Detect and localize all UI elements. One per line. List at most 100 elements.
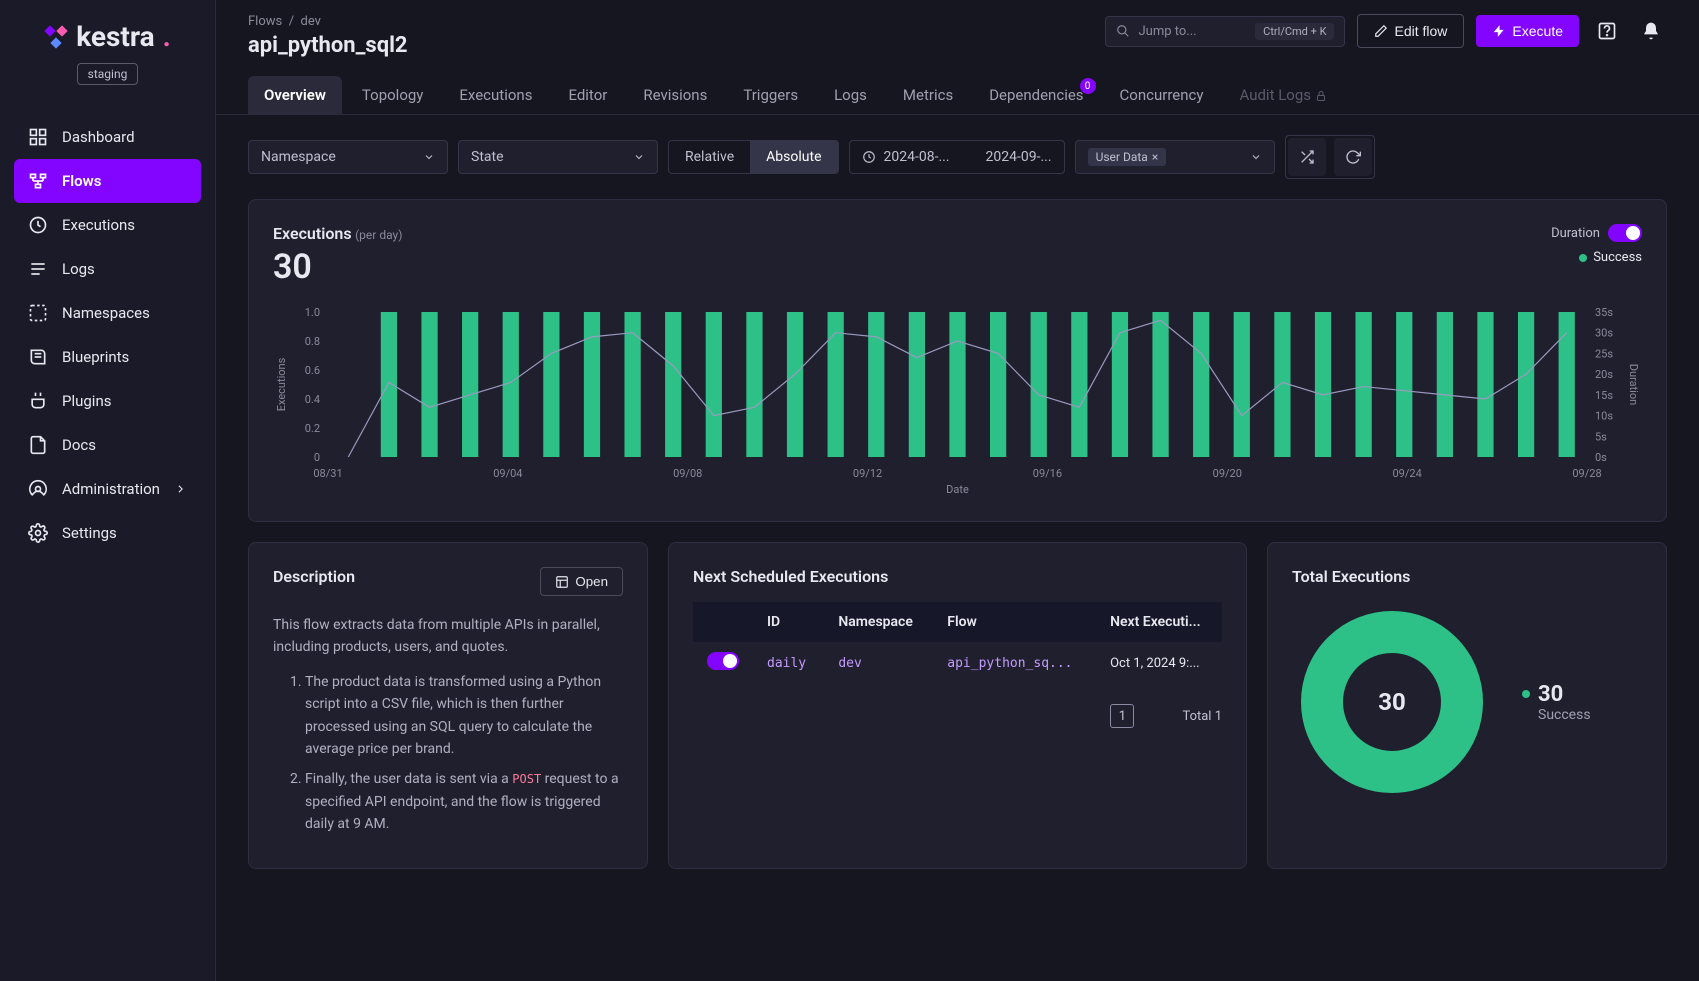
- chevron-down-icon: [633, 151, 645, 163]
- time-mode-toggle: Relative Absolute: [668, 140, 839, 174]
- cell-flow: api_python_sq...: [933, 642, 1096, 684]
- svg-text:20s: 20s: [1595, 368, 1613, 381]
- svg-text:0.6: 0.6: [305, 364, 320, 377]
- legend-dot: [1579, 254, 1587, 262]
- sidebar-item-label: Settings: [62, 524, 117, 542]
- execute-button[interactable]: Execute: [1476, 15, 1579, 47]
- svg-text:30s: 30s: [1595, 327, 1613, 340]
- logs-icon: [28, 259, 48, 279]
- donut-legend-label: Success: [1538, 707, 1591, 723]
- sidebar-item-docs[interactable]: Docs: [14, 423, 201, 467]
- jump-kbd: Ctrl/Cmd + K: [1255, 23, 1334, 40]
- namespace-select[interactable]: Namespace: [248, 140, 448, 174]
- refresh-button[interactable]: [1334, 138, 1372, 176]
- tab-badge: 0: [1080, 78, 1096, 94]
- tab-topology[interactable]: Topology: [346, 76, 439, 114]
- header: Flows / dev api_python_sql2 Jump to... C…: [216, 0, 1699, 58]
- tab-editor[interactable]: Editor: [552, 76, 623, 114]
- sidebar-item-settings[interactable]: Settings: [14, 511, 201, 555]
- svg-text:09/24: 09/24: [1393, 467, 1422, 480]
- sidebar-item-flows[interactable]: Flows: [14, 159, 201, 203]
- clock-icon: [862, 150, 876, 164]
- sidebar-item-logs[interactable]: Logs: [14, 247, 201, 291]
- prev-page[interactable]: [1072, 704, 1100, 728]
- tag-select[interactable]: User Data×: [1075, 140, 1275, 174]
- table-row[interactable]: daily dev api_python_sq... Oct 1, 2024 9…: [693, 642, 1222, 684]
- sidebar-item-namespaces[interactable]: Namespaces: [14, 291, 201, 335]
- edit-flow-button[interactable]: Edit flow: [1357, 14, 1464, 48]
- sidebar-item-label: Blueprints: [62, 348, 129, 366]
- description-step: Finally, the user data is sent via a POS…: [305, 768, 623, 835]
- donut-chart: 30: [1292, 602, 1492, 802]
- cell-next: Oct 1, 2024 9:...: [1096, 642, 1222, 684]
- open-label: Open: [575, 574, 608, 589]
- svg-text:15s: 15s: [1595, 389, 1613, 402]
- tab-concurrency[interactable]: Concurrency: [1104, 76, 1220, 114]
- sidebar-item-label: Plugins: [62, 392, 111, 410]
- sidebar-item-dashboard[interactable]: Dashboard: [14, 115, 201, 159]
- toggle-view-button[interactable]: [1288, 138, 1326, 176]
- relative-option[interactable]: Relative: [669, 141, 750, 173]
- description-step: The product data is transformed using a …: [305, 671, 623, 761]
- tab-dependencies[interactable]: Dependencies0: [973, 76, 1099, 114]
- svg-text:35s: 35s: [1595, 307, 1613, 319]
- duration-toggle: Duration: [1551, 224, 1642, 242]
- blueprints-icon: [28, 347, 48, 367]
- legend-label: Success: [1593, 250, 1642, 265]
- sidebar-item-label: Logs: [62, 260, 95, 278]
- tab-overview[interactable]: Overview: [248, 76, 342, 114]
- breadcrumb-dev[interactable]: dev: [301, 14, 321, 29]
- breadcrumb-flows[interactable]: Flows: [248, 14, 282, 29]
- tab-triggers[interactable]: Triggers: [727, 76, 814, 114]
- totals-card: Total Executions 30 30 Success: [1267, 542, 1667, 869]
- sidebar-item-plugins[interactable]: Plugins: [14, 379, 201, 423]
- svg-text:09/04: 09/04: [493, 467, 522, 480]
- svg-text:08/31: 08/31: [313, 467, 342, 480]
- filters: Namespace State Relative Absolute 2024-0…: [216, 115, 1699, 199]
- svg-text:09/16: 09/16: [1033, 467, 1062, 480]
- chart-title: Executions: [273, 224, 352, 243]
- tab-executions[interactable]: Executions: [443, 76, 548, 114]
- svg-text:Executions: Executions: [275, 357, 288, 411]
- sidebar-item-label: Docs: [62, 436, 96, 454]
- chevron-down-icon: [423, 151, 435, 163]
- sidebar-item-label: Administration: [62, 480, 160, 498]
- notifications-button[interactable]: [1635, 15, 1667, 47]
- date-range-picker[interactable]: 2024-08-... 2024-09-...: [849, 140, 1065, 174]
- sidebar-item-blueprints[interactable]: Blueprints: [14, 335, 201, 379]
- duration-switch[interactable]: [1608, 224, 1642, 242]
- description-intro: This flow extracts data from multiple AP…: [273, 614, 623, 659]
- open-button[interactable]: Open: [540, 567, 623, 596]
- svg-text:10s: 10s: [1595, 410, 1613, 423]
- cell-id: daily: [753, 642, 824, 684]
- help-button[interactable]: [1591, 15, 1623, 47]
- namespace-label: Namespace: [261, 149, 336, 165]
- env-badge: staging: [77, 63, 139, 85]
- next-page[interactable]: [1144, 704, 1172, 728]
- tab-revisions[interactable]: Revisions: [627, 76, 723, 114]
- scheduled-card: Next Scheduled Executions IDNamespaceFlo…: [668, 542, 1247, 869]
- lock-icon: [1315, 90, 1327, 102]
- svg-text:09/20: 09/20: [1213, 467, 1242, 480]
- chart-count: 30: [273, 247, 402, 287]
- svg-text:09/28: 09/28: [1572, 467, 1601, 480]
- svg-text:25s: 25s: [1595, 347, 1613, 360]
- jump-to-input[interactable]: Jump to... Ctrl/Cmd + K: [1105, 16, 1345, 47]
- flows-icon: [28, 171, 48, 191]
- row-toggle[interactable]: [707, 652, 739, 670]
- page-1[interactable]: 1: [1110, 704, 1134, 728]
- absolute-option[interactable]: Absolute: [750, 141, 837, 173]
- tab-metrics[interactable]: Metrics: [887, 76, 969, 114]
- svg-text:09/12: 09/12: [853, 467, 882, 480]
- sidebar-item-admin[interactable]: Administration: [14, 467, 201, 511]
- sidebar-item-executions[interactable]: Executions: [14, 203, 201, 247]
- state-select[interactable]: State: [458, 140, 658, 174]
- scheduled-title: Next Scheduled Executions: [693, 567, 1222, 586]
- svg-text:0.4: 0.4: [305, 393, 320, 406]
- tag-remove[interactable]: ×: [1152, 150, 1158, 164]
- tab-logs[interactable]: Logs: [818, 76, 883, 114]
- executions-chart: 00.20.40.60.81.00s5s10s15s20s25s30s35s08…: [273, 307, 1642, 497]
- total-label: Total 1: [1182, 709, 1222, 724]
- layout-icon: [555, 575, 569, 589]
- page-title: api_python_sql2: [248, 33, 408, 58]
